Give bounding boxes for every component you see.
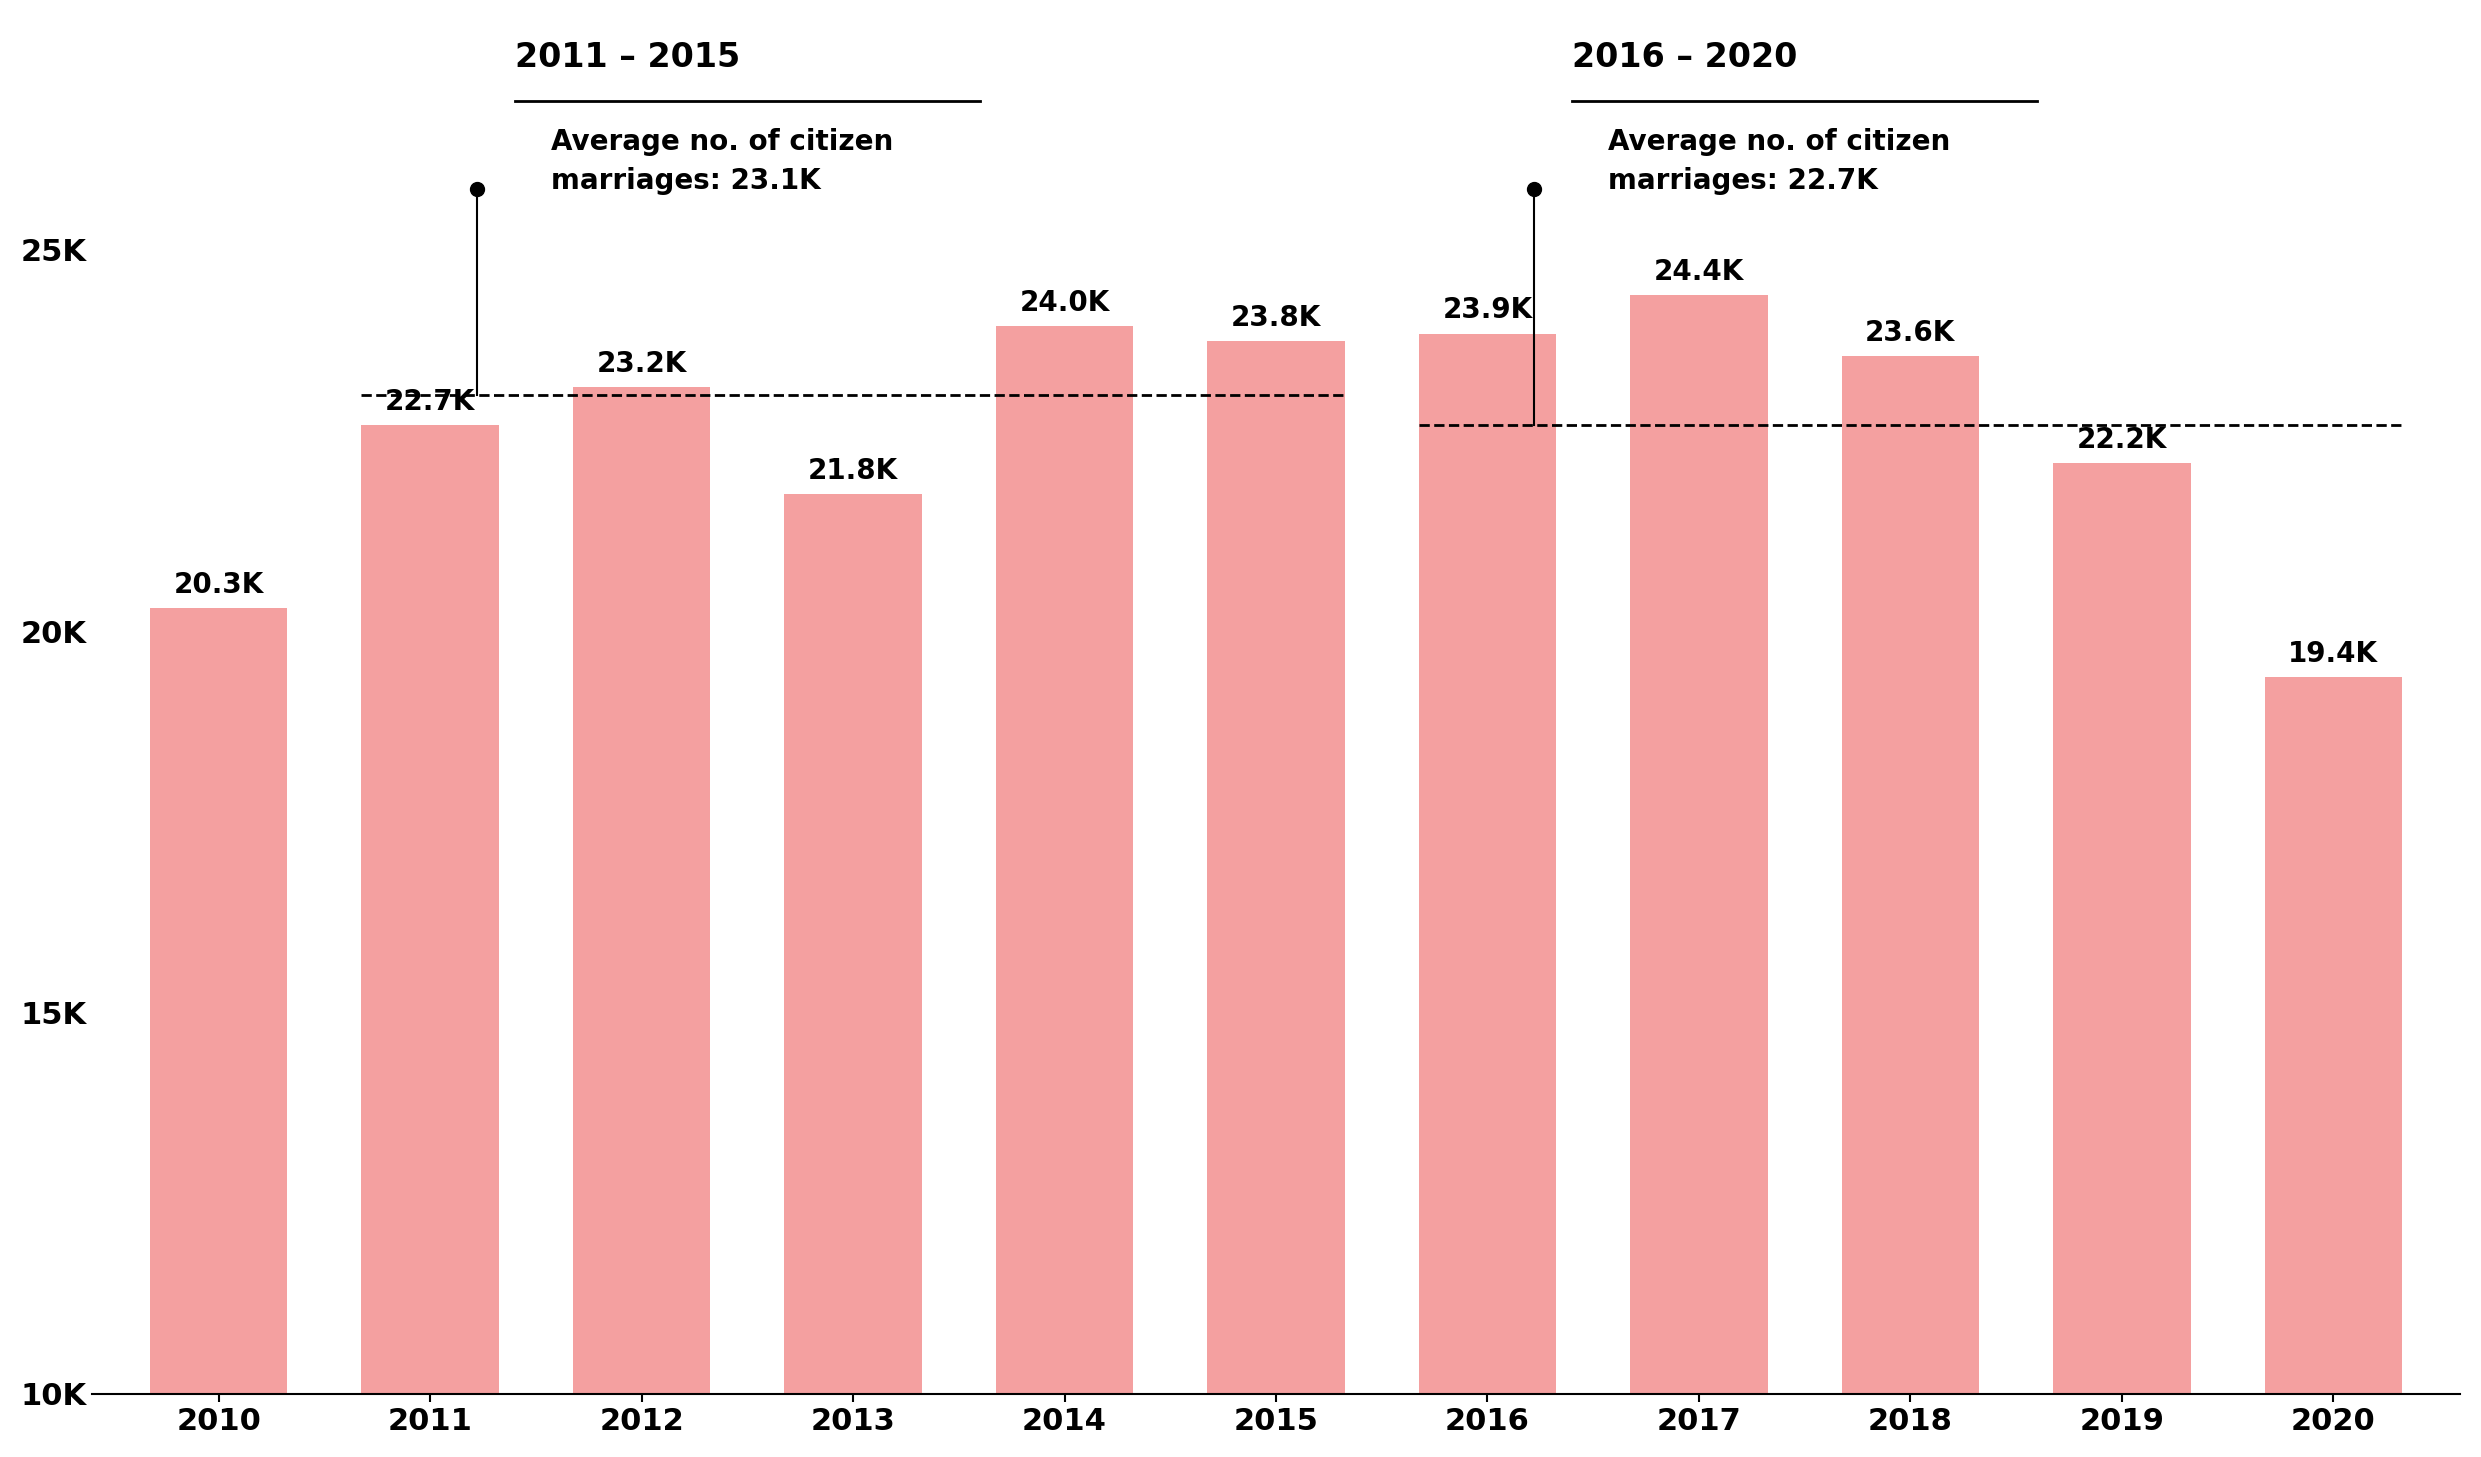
Text: 2011 – 2015: 2011 – 2015 (514, 41, 739, 74)
Bar (784, 494, 923, 1457)
Bar (573, 388, 710, 1457)
Bar (1208, 341, 1345, 1457)
Text: 19.4K: 19.4K (2287, 640, 2379, 667)
Text: 21.8K: 21.8K (809, 456, 898, 485)
Text: 2016 – 2020: 2016 – 2020 (1573, 41, 1796, 74)
Bar (2265, 678, 2402, 1457)
Text: 24.4K: 24.4K (1655, 258, 1744, 287)
Text: 23.6K: 23.6K (1866, 319, 1955, 347)
Bar (2054, 463, 2191, 1457)
Text: Average no. of citizen
marriages: 22.7K: Average no. of citizen marriages: 22.7K (1608, 128, 1950, 195)
Text: 23.9K: 23.9K (1441, 296, 1533, 325)
Bar (362, 425, 499, 1457)
Text: 22.7K: 22.7K (385, 388, 476, 417)
Bar (1630, 296, 1766, 1457)
Text: 23.8K: 23.8K (1231, 305, 1320, 332)
Bar (1419, 334, 1556, 1457)
Text: 24.0K: 24.0K (1020, 288, 1109, 316)
Text: 20.3K: 20.3K (174, 571, 263, 599)
Bar (995, 326, 1134, 1457)
Text: Average no. of citizen
marriages: 23.1K: Average no. of citizen marriages: 23.1K (551, 128, 893, 195)
Text: 23.2K: 23.2K (595, 350, 687, 377)
Bar (149, 608, 288, 1457)
Bar (1841, 357, 1980, 1457)
Text: 22.2K: 22.2K (2077, 425, 2166, 455)
